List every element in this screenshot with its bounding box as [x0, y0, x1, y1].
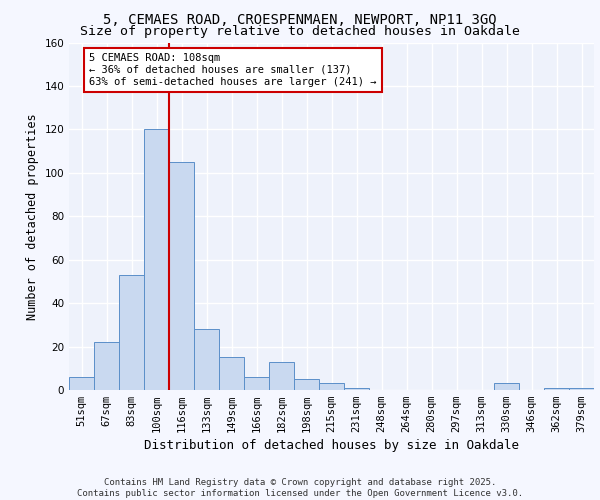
Text: Contains HM Land Registry data © Crown copyright and database right 2025.
Contai: Contains HM Land Registry data © Crown c… — [77, 478, 523, 498]
Bar — [119, 275, 144, 390]
Text: 5, CEMAES ROAD, CROESPENMAEN, NEWPORT, NP11 3GQ: 5, CEMAES ROAD, CROESPENMAEN, NEWPORT, N… — [103, 12, 497, 26]
X-axis label: Distribution of detached houses by size in Oakdale: Distribution of detached houses by size … — [144, 440, 519, 452]
Bar — [294, 379, 319, 390]
Bar — [544, 388, 569, 390]
Bar — [319, 384, 344, 390]
Bar — [344, 388, 369, 390]
Text: 5 CEMAES ROAD: 108sqm
← 36% of detached houses are smaller (137)
63% of semi-det: 5 CEMAES ROAD: 108sqm ← 36% of detached … — [89, 54, 377, 86]
Bar — [69, 377, 94, 390]
Bar — [194, 329, 219, 390]
Bar — [144, 130, 169, 390]
Bar — [219, 358, 244, 390]
Bar — [569, 388, 594, 390]
Text: Size of property relative to detached houses in Oakdale: Size of property relative to detached ho… — [80, 25, 520, 38]
Bar — [244, 377, 269, 390]
Bar — [94, 342, 119, 390]
Bar — [269, 362, 294, 390]
Bar — [494, 384, 519, 390]
Bar — [169, 162, 194, 390]
Y-axis label: Number of detached properties: Number of detached properties — [26, 113, 39, 320]
